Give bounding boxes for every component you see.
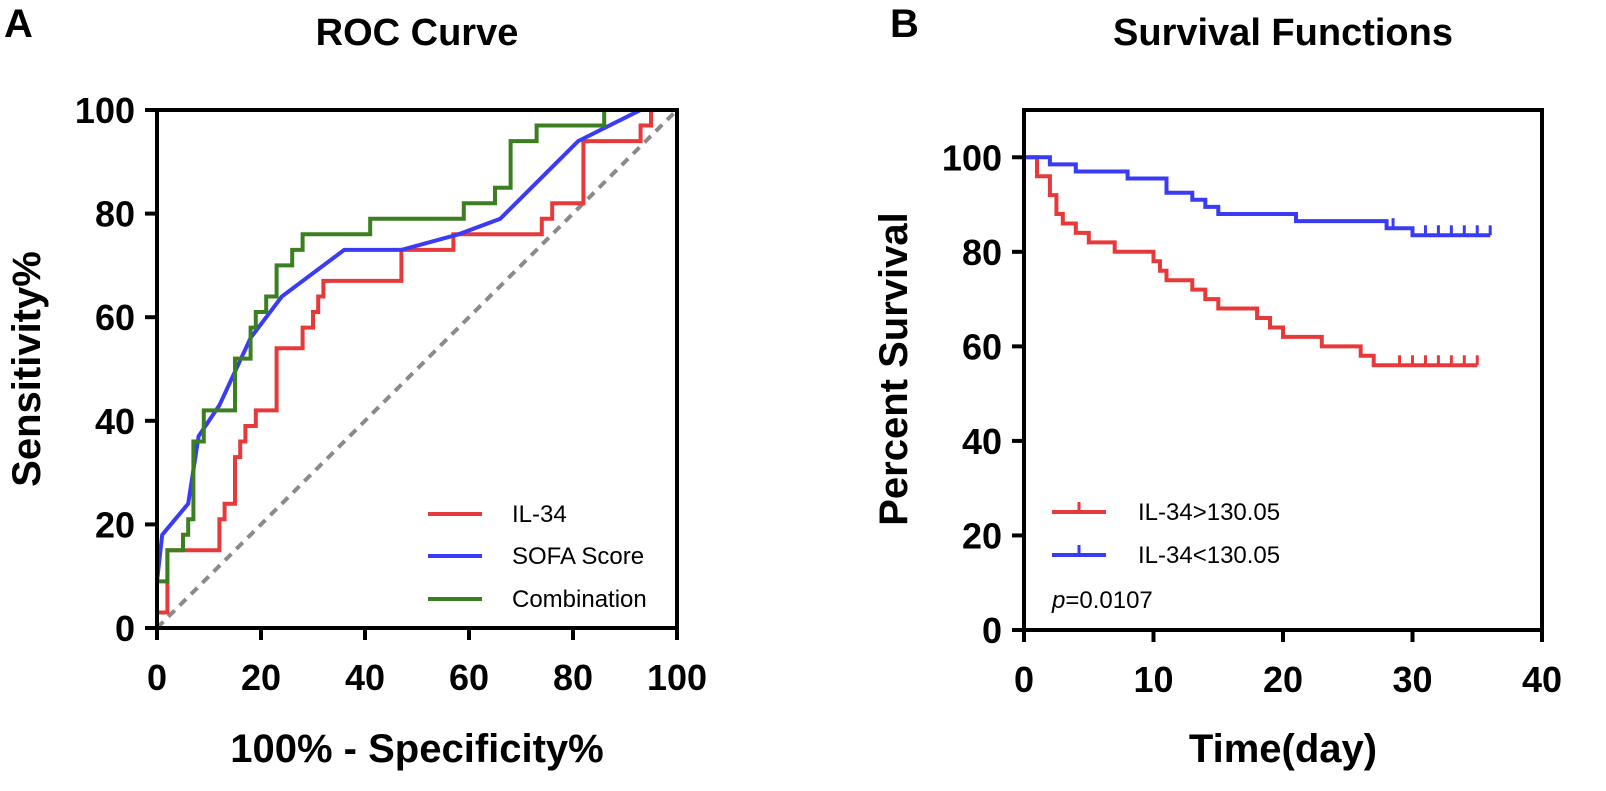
- roc-series-reference: [155, 108, 679, 630]
- panel-letter-b: B: [890, 2, 919, 46]
- p-value: =0.0107: [1065, 587, 1152, 614]
- survival-y-tick-label: 0: [982, 610, 1002, 651]
- survival-x-tick-label: 10: [1133, 659, 1173, 700]
- roc-x-tick-label: 40: [345, 657, 385, 698]
- survival-title: Survival Functions: [1113, 12, 1453, 54]
- survival-y-tick-label: 40: [962, 421, 1002, 462]
- roc-y-tick-label: 80: [95, 194, 135, 235]
- roc-x-tick-label: 80: [553, 657, 593, 698]
- survival-plot-frame: [1022, 108, 1544, 632]
- p-symbol: p: [1051, 587, 1065, 614]
- roc-series-sofa: [155, 108, 677, 582]
- roc-y-tick-label: 20: [95, 504, 135, 545]
- roc-y-axis-label: Sensitivity%: [5, 251, 49, 487]
- roc-plot-frame: [155, 108, 679, 630]
- legend-label-high: IL-34>130.05: [1138, 499, 1280, 526]
- roc-chart: ROC Curve 100% - Specificity% Sensitivit…: [5, 12, 707, 771]
- survival-y-axis-label: Percent Survival: [872, 212, 916, 526]
- survival-y-tick-label: 60: [962, 326, 1002, 367]
- roc-y-tick-label: 100: [75, 90, 135, 131]
- survival-x-tick-label: 30: [1392, 659, 1432, 700]
- survival-y-tick-label: 20: [962, 515, 1002, 556]
- survival-x-axis-label: Time(day): [1189, 727, 1377, 771]
- survival-x-tick-label: 0: [1014, 659, 1034, 700]
- roc-x-axis-label: 100% - Specificity%: [230, 727, 604, 771]
- survival-legend: IL-34>130.05 IL-34<130.05 p=0.0107: [1051, 499, 1280, 614]
- roc-x-tick-label: 0: [147, 657, 167, 698]
- legend-label-il34: IL-34: [512, 501, 567, 528]
- roc-legend: IL-34 SOFA Score Combination: [428, 501, 647, 613]
- survival-y-tick-label: 100: [942, 137, 1002, 178]
- roc-y-tick-label: 60: [95, 297, 135, 338]
- roc-x-tick-label: 60: [449, 657, 489, 698]
- legend-label-combination: Combination: [512, 586, 647, 613]
- survival-y-tick-label: 80: [962, 232, 1002, 273]
- p-value-annotation: p=0.0107: [1051, 587, 1153, 614]
- survival-series-low: [1024, 155, 1491, 238]
- roc-y-tick-label: 0: [115, 608, 135, 649]
- roc-x-tick-label: 20: [241, 657, 281, 698]
- survival-chart: Survival Functions Time(day) Percent Sur…: [872, 12, 1562, 771]
- panel-letter-a: A: [4, 2, 33, 46]
- legend-label-low: IL-34<130.05: [1138, 542, 1280, 569]
- roc-title: ROC Curve: [316, 12, 519, 54]
- survival-series-high: [1024, 155, 1478, 368]
- roc-series-il34: [155, 108, 677, 628]
- roc-series-combination: [155, 108, 677, 628]
- roc-x-tick-label: 100: [647, 657, 707, 698]
- legend-label-sofa: SOFA Score: [512, 543, 644, 570]
- survival-x-tick-label: 20: [1263, 659, 1303, 700]
- survival-x-tick-label: 40: [1522, 659, 1562, 700]
- roc-y-tick-label: 40: [95, 401, 135, 442]
